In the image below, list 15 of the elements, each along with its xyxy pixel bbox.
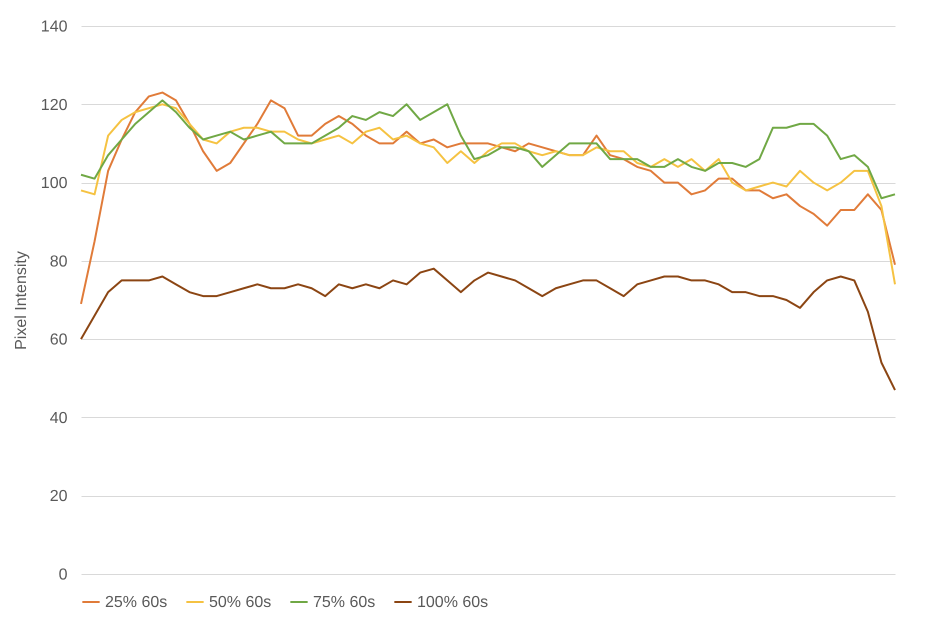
y-tick-label: 40 (50, 410, 68, 427)
line-series (80, 99, 896, 200)
y-tick-label: 80 (50, 253, 68, 270)
legend-label: 100% 60s (417, 594, 488, 611)
legend-label: 50% 60s (209, 594, 272, 611)
y-tick-label: 140 (40, 18, 68, 36)
y-axis-title: Pixel Intensity (12, 251, 30, 350)
line-series (80, 268, 896, 392)
legend-label: 75% 60s (313, 594, 376, 611)
legend-label: 25% 60s (105, 594, 168, 611)
y-tick-label: 120 (40, 96, 68, 114)
y-tick-label: 100 (40, 175, 68, 192)
y-tick-label: 0 (58, 566, 68, 584)
y-tick-label: 20 (50, 488, 68, 506)
y-tick-label: 60 (50, 332, 68, 349)
